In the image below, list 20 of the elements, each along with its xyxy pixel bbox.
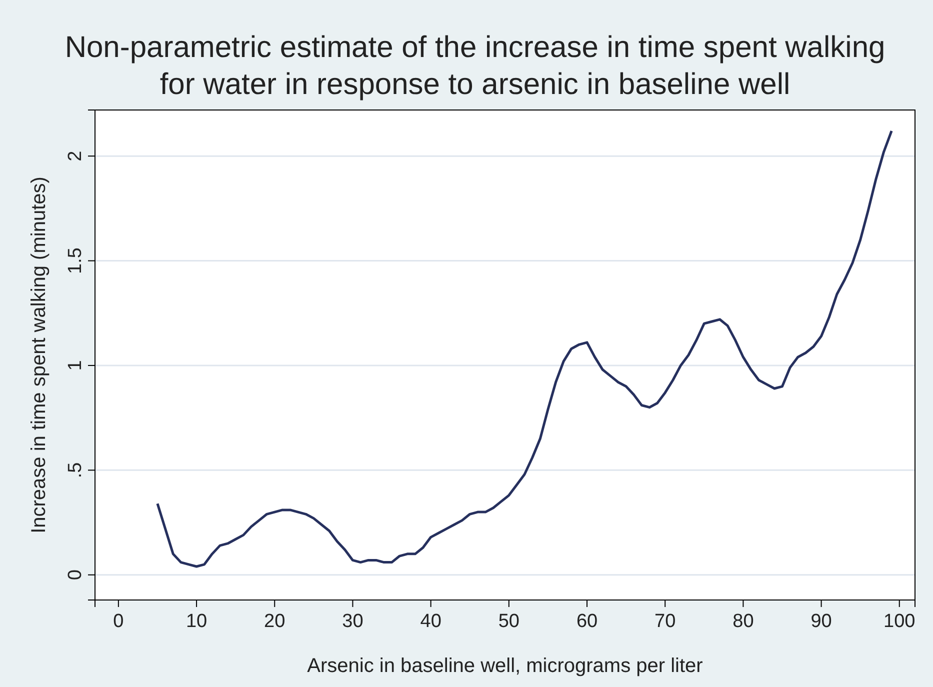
x-tick-label: 20 <box>264 611 286 632</box>
x-tick-label: 30 <box>342 611 364 632</box>
x-tick-label: 100 <box>884 611 916 632</box>
x-tick-label: 40 <box>420 611 442 632</box>
chart-title: Non-parametric estimate of the increase in time spent walking for water in response to arsenic in baseline well <box>64 31 886 101</box>
line-series <box>156 130 893 568</box>
x-tick-label: 60 <box>576 611 598 632</box>
x-tick-label: 90 <box>810 611 832 632</box>
x-tick-label: 80 <box>732 611 754 632</box>
x-tick-label: 70 <box>654 611 676 632</box>
y-tick-label: 2 <box>65 150 86 162</box>
y-tick-label: 1.5 <box>65 248 86 274</box>
y-axis-title: Increase in time spent walking (minutes) <box>28 176 50 534</box>
y-tick-label: 0 <box>65 570 86 580</box>
x-axis-title: Arsenic in baseline well, micrograms per liter <box>307 655 704 677</box>
x-tick-label: 10 <box>186 611 208 632</box>
x-tick-label: 0 <box>113 611 124 632</box>
x-tick-label: 50 <box>498 611 520 632</box>
y-tick-label: 1 <box>65 360 86 371</box>
y-tick-label: .5 <box>65 462 86 478</box>
